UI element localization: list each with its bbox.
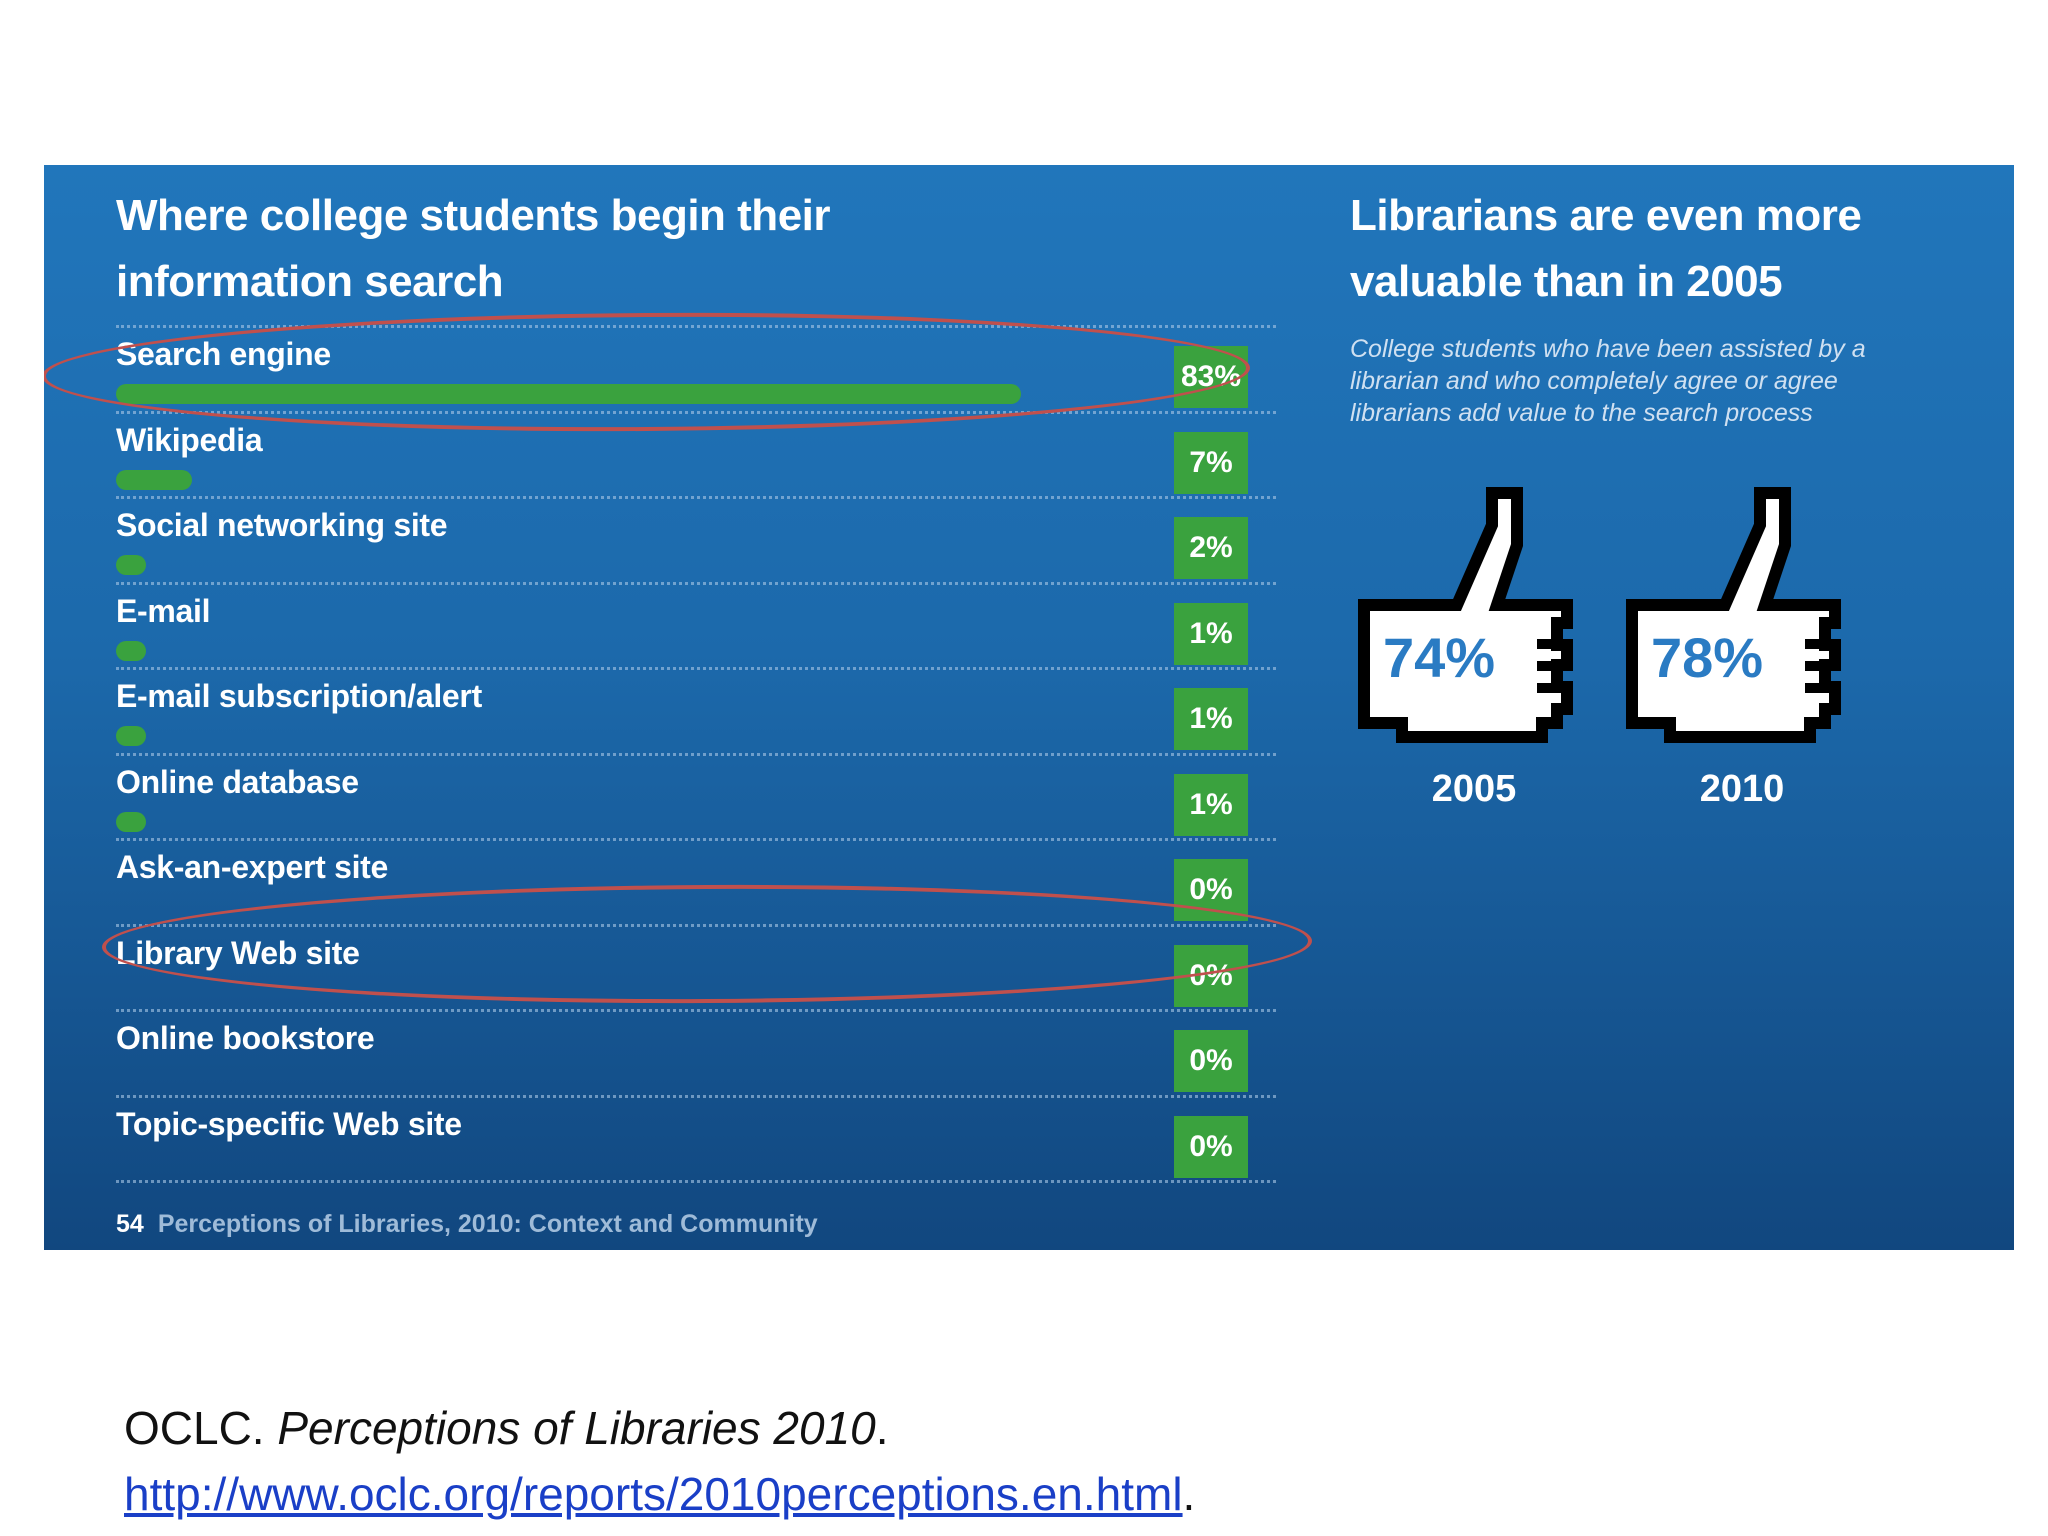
bar-row: Online bookstore 0%	[116, 1009, 1276, 1095]
thumb-year-label: 2005	[1431, 768, 1517, 810]
bar-label: Wikipedia	[116, 421, 263, 458]
footer: 54 Perceptions of Libraries, 2010: Contex…	[116, 1210, 818, 1239]
bar	[116, 384, 1021, 404]
citation-title: Perceptions of Libraries 2010	[277, 1402, 876, 1454]
bar-label: Ask-an-expert site	[116, 849, 389, 885]
bar	[116, 469, 193, 490]
thumbs-chart-subtitle: College students who have been assisted …	[1350, 335, 1866, 427]
value-label: 1%	[1174, 688, 1248, 750]
bar-row: Wikipedia 7%	[116, 410, 1276, 497]
footer-text: Perceptions of Libraries, 2010: Context …	[157, 1210, 818, 1238]
thumbs-chart-title: Librarians are even more valuable than i…	[1350, 191, 1862, 306]
bar-label: Topic-specific Web site	[116, 1105, 462, 1142]
value-label: 0%	[1174, 859, 1248, 921]
thumb-year-label: 2010	[1699, 768, 1785, 810]
bar-row: Topic-specific Web site 0%	[116, 1094, 1276, 1183]
bar-chart: Search engine 83% Wikipedia 7% Social networ…	[116, 325, 1276, 1183]
bar	[116, 811, 146, 832]
value-label: 2%	[1174, 517, 1248, 579]
bar-label: E-mail	[116, 592, 211, 629]
page-number: 54	[116, 1210, 144, 1238]
value-label: 1%	[1174, 602, 1248, 665]
bar-row: Social networking site 2%	[116, 496, 1276, 582]
bar-row: Search engine 83%	[116, 325, 1276, 411]
bar-label: Online bookstore	[116, 1020, 375, 1056]
bar-chart-title: Where college students begin their infor…	[116, 191, 831, 306]
bar-row: Library Web site 0%	[116, 923, 1276, 1010]
value-label: 83%	[1174, 346, 1248, 408]
value-label: 0%	[1174, 1115, 1248, 1178]
bar-label: Social networking site	[116, 507, 448, 543]
citation: OCLC. Perceptions of Libraries 2010. htt…	[124, 1402, 1196, 1520]
thumbs-up-icon: 74% 2005	[1352, 465, 1602, 810]
bar	[116, 726, 146, 746]
thumb-value-label: 78%	[1650, 626, 1764, 689]
citation-link[interactable]: http://www.oclc.org/reports/2010percepti…	[124, 1468, 1183, 1520]
bar-row: E-mail 1%	[116, 581, 1276, 668]
citation-author: OCLC.	[124, 1402, 265, 1454]
infographic-panel: Where college students begin their infor…	[44, 165, 2014, 1250]
value-label: 1%	[1174, 773, 1248, 836]
bar-row: Ask-an-expert site 0%	[116, 838, 1276, 924]
bar-row: Online database 1%	[116, 752, 1276, 839]
bar-row: E-mail subscription/alert 1%	[116, 667, 1276, 753]
thumbs-up-icon: 78% 2010	[1620, 465, 1870, 810]
thumb-value-label: 74%	[1382, 626, 1496, 689]
bar-label: Library Web site	[116, 934, 360, 971]
bar	[116, 640, 146, 661]
bar-label: E-mail subscription/alert	[116, 678, 482, 714]
bar	[116, 555, 146, 575]
value-label: 0%	[1174, 1030, 1248, 1092]
bar-label: Online database	[116, 763, 359, 800]
bar-label: Search engine	[116, 336, 331, 372]
value-label: 7%	[1174, 431, 1248, 494]
value-label: 0%	[1174, 944, 1248, 1007]
